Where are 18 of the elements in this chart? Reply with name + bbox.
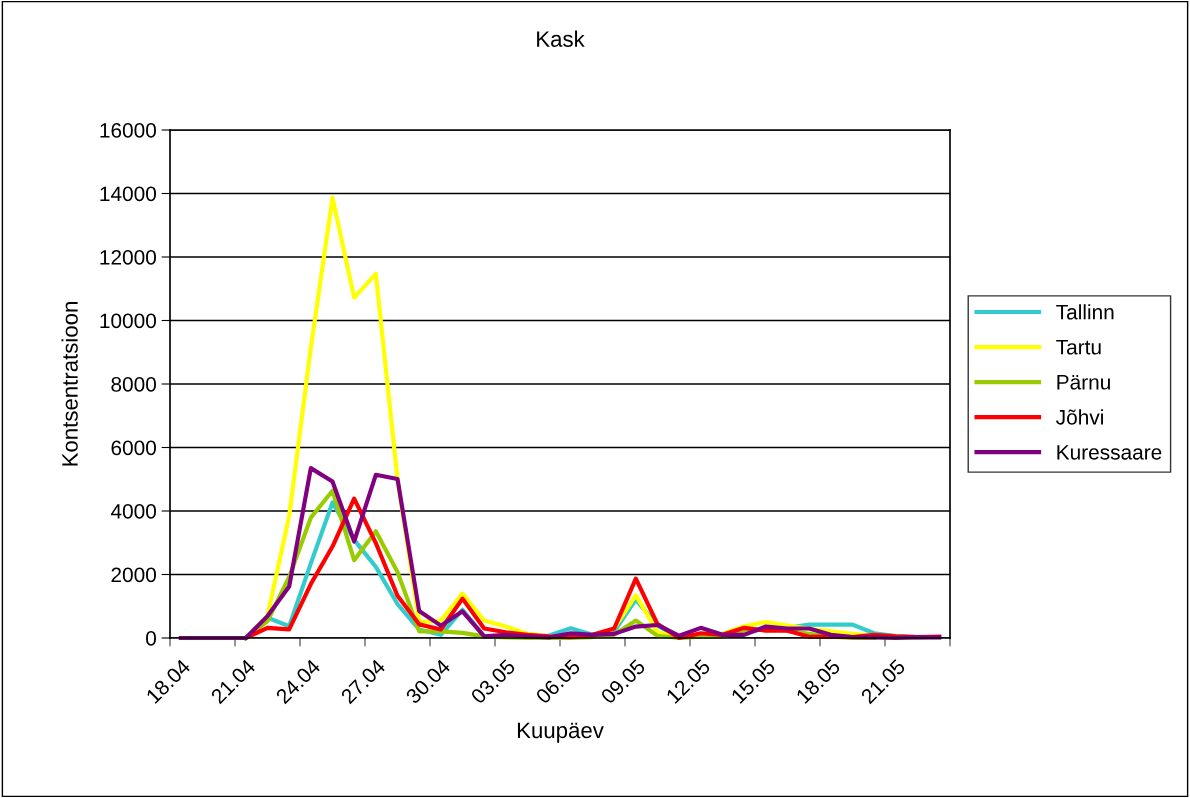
y-tick-label: 6000 — [111, 440, 156, 456]
legend-label: Jõhvi — [1056, 409, 1103, 425]
x-axis-title: Kuupäev — [517, 722, 604, 743]
y-tick-label: 8000 — [111, 377, 156, 392]
y-tick-label: 10000 — [100, 313, 156, 329]
legend-label: Tallinn — [1056, 304, 1114, 320]
legend-label: Pärnu — [1057, 375, 1110, 390]
y-tick-label: 14000 — [100, 186, 156, 202]
chart-title: Kask — [537, 30, 585, 47]
legend-label: Kuressaare — [1057, 445, 1162, 460]
y-tick-label: 16000 — [100, 123, 156, 138]
y-axis-title: Kontsentratsioon — [61, 302, 78, 466]
y-tick-label: 0 — [146, 631, 156, 646]
legend-label: Tartu — [1056, 340, 1101, 355]
line-series — [178, 466, 942, 641]
y-tick-label: 4000 — [110, 504, 156, 519]
y-tick-label: 2000 — [111, 567, 156, 583]
y-tick-label: 12000 — [100, 250, 156, 265]
